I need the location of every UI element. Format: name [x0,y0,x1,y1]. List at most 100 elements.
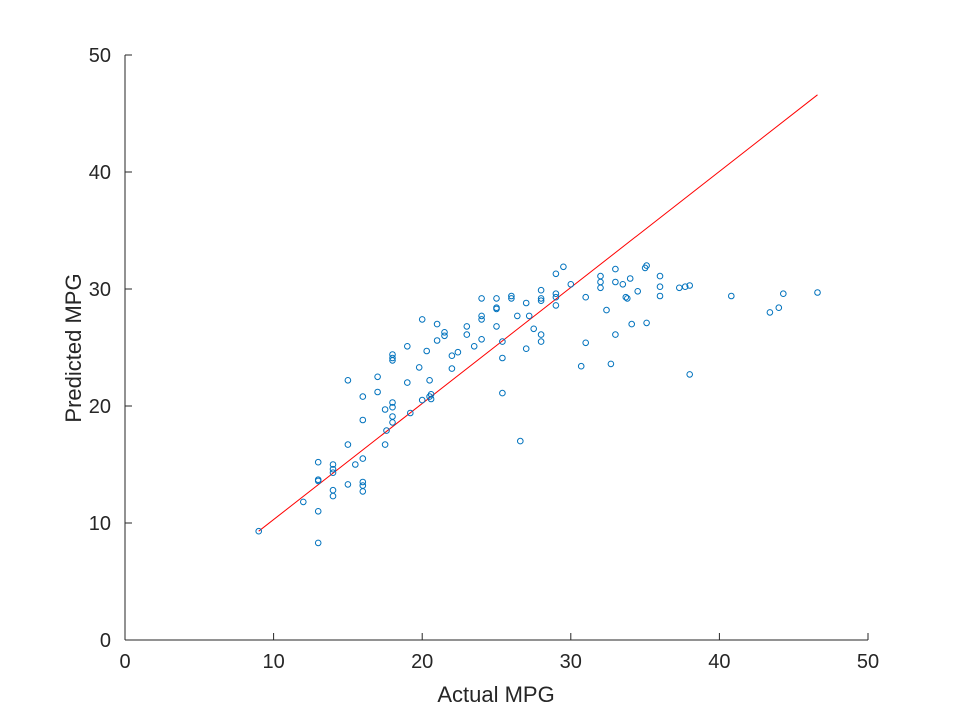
data-point [499,389,506,397]
data-point [643,319,650,327]
data-point [628,320,636,328]
data-point [427,395,435,403]
data-point [381,406,389,413]
data-point [686,371,694,378]
data-point [478,295,485,302]
data-point [493,295,500,302]
data-point [314,539,322,547]
data-point [619,281,627,288]
data-point [537,338,545,345]
data-point [525,312,533,320]
data-point [389,399,396,406]
data-point [577,362,585,370]
data-point [329,461,337,468]
tick-labels: 0 10 20 30 40 50 0 10 20 30 40 50 [89,45,879,673]
data-point [344,481,352,488]
data-point [612,278,619,286]
x-axis-label: Actual MPG [437,682,554,707]
data-point [329,492,337,500]
data-point [427,391,435,398]
data-point [381,441,389,448]
data-point [656,292,664,300]
data-point [344,377,352,384]
data-point [537,331,545,338]
data-point [329,486,337,494]
data-point [389,354,396,362]
data-point [300,498,307,506]
data-point [622,293,630,301]
data-point [522,345,530,353]
data-point [448,352,456,360]
x-tick-label: 40 [708,651,730,673]
data-point [508,292,515,300]
data-point [499,338,506,345]
data-point [329,469,337,477]
data-point [612,265,619,273]
data-point [478,336,485,343]
data-point [624,295,631,302]
data-point [537,286,545,294]
data-point [389,413,396,420]
data-point [463,331,471,338]
data-point [626,275,634,282]
data-point [314,477,322,485]
data-point [493,305,500,313]
y-axis-label: Predicted MPG [61,273,86,422]
data-point [552,302,560,309]
axes [124,55,868,641]
data-point [418,396,426,404]
data-point [359,416,367,424]
data-point [470,343,478,350]
data-point [552,293,560,301]
data-point [607,360,615,368]
data-point [686,282,694,289]
x-tick-label: 20 [411,651,433,673]
data-point [441,329,448,336]
data-point [537,297,545,305]
data-point [344,441,352,448]
data-point [359,488,367,495]
data-point [374,388,381,396]
data-point [374,373,381,381]
x-tick-label: 0 [119,651,130,673]
data-point [415,364,423,371]
y-tick-label: 40 [89,162,111,184]
ideal-fit-line [258,94,818,532]
data-point [314,458,322,466]
data-point [814,289,821,296]
data-point [454,348,462,356]
data-point [517,437,524,445]
y-tick-label: 50 [89,45,111,67]
data-point [775,304,783,312]
data-point [493,323,500,330]
data-point [359,393,367,400]
data-point [404,379,411,386]
data-point [676,284,683,292]
data-point [766,309,774,316]
data-point [389,357,396,364]
data-point [359,455,367,462]
y-tick-label: 0 [100,630,111,652]
data-point [582,293,590,301]
data-point [359,482,367,489]
data-point [530,325,538,333]
x-tick-label: 30 [560,651,582,673]
data-point [514,312,521,320]
data-point [643,262,650,269]
data-point [582,339,590,347]
data-point [407,409,414,417]
data-point [728,292,735,300]
data-point [463,323,471,330]
data-point [389,419,396,426]
x-tick-label: 50 [857,651,879,673]
data-point [255,527,263,535]
data-point [780,290,787,298]
y-tick-label: 30 [89,279,111,301]
data-point [352,461,359,468]
data-point [499,354,506,362]
tick-marks [124,54,869,641]
data-point [478,312,485,320]
data-point [560,263,567,271]
data-point [552,290,560,298]
